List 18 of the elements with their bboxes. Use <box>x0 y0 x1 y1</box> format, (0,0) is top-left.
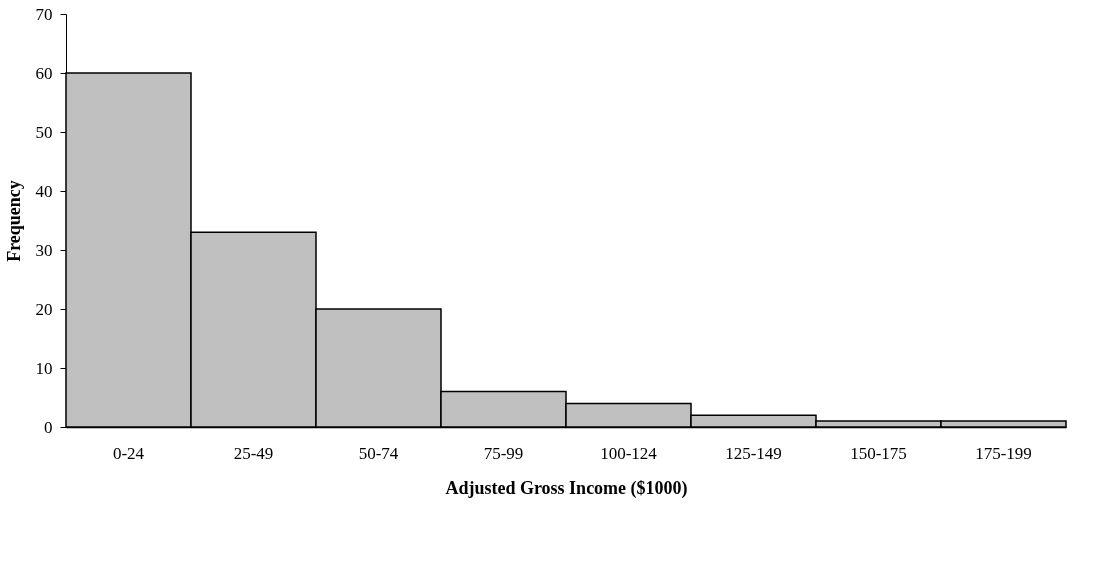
y-tick-label: 50 <box>35 122 53 142</box>
x-tick-label: 75-99 <box>483 443 524 463</box>
y-tick-label: 0 <box>44 417 53 437</box>
x-axis-title: Adjusted Gross Income ($1000) <box>445 477 688 499</box>
y-tick-label: 20 <box>35 299 53 319</box>
y-tick-label: 60 <box>35 63 53 83</box>
y-axis-title: Frequency <box>3 180 24 262</box>
x-tick-label: 125-149 <box>725 443 782 463</box>
x-tick-label: 0-24 <box>112 443 145 463</box>
x-tick-label: 175-199 <box>975 443 1032 463</box>
x-tick-label: 100-124 <box>600 443 658 463</box>
x-tick-label: 150-175 <box>850 443 907 463</box>
y-tick-label: 10 <box>35 358 53 378</box>
x-tick-label: 25-49 <box>233 443 274 463</box>
y-tick-label: 70 <box>35 4 53 24</box>
y-tick-label: 40 <box>35 181 53 201</box>
x-tick-label: 50-74 <box>358 443 399 463</box>
y-tick-label: 30 <box>35 240 53 260</box>
